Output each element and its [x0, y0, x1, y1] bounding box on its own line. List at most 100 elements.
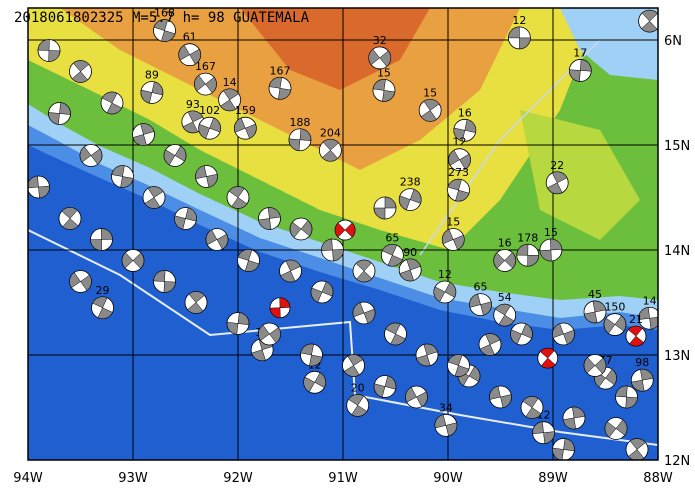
- compression-quadrant: [368, 48, 392, 67]
- compression-quadrant: [28, 175, 50, 199]
- focal-mechanism: 167: [268, 64, 292, 100]
- compression-quadrant: [381, 244, 403, 267]
- compression-quadrant: [174, 207, 197, 230]
- compression-quadrant: [510, 323, 533, 345]
- compression-quadrant: [37, 39, 61, 62]
- compression-quadrant: [453, 119, 477, 142]
- focal-mechanism: 167: [194, 60, 217, 96]
- focal-mechanism: [334, 219, 356, 241]
- compression-quadrant: [343, 354, 364, 377]
- focal-mechanism: [142, 186, 166, 209]
- compression-quadrant: [479, 333, 501, 356]
- focal-mechanism: 273: [447, 166, 470, 202]
- focal-mechanism: [447, 354, 470, 377]
- x-tick-label: 94W: [13, 471, 43, 486]
- compression-quadrant: [321, 238, 344, 262]
- compression-quadrant: [92, 296, 113, 319]
- depth-label: 238: [400, 176, 421, 189]
- compression-quadrant: [583, 300, 607, 324]
- focal-mechanism: [79, 144, 103, 167]
- compression-quadrant: [638, 307, 658, 330]
- compression-quadrant: [552, 438, 575, 460]
- focal-mechanism: 159: [233, 104, 257, 140]
- x-tick-label: 91W: [328, 471, 358, 486]
- focal-mechanism: 77: [594, 354, 617, 390]
- compression-quadrant: [348, 394, 368, 417]
- focal-mechanism: 12: [508, 14, 531, 50]
- focal-mechanism: 16: [453, 106, 477, 142]
- focal-mechanism: 102: [198, 104, 222, 140]
- compression-quadrant: [195, 165, 218, 188]
- depth-label: 20: [351, 381, 365, 394]
- compression-quadrant: [416, 343, 438, 367]
- y-tick-label: 12N: [664, 454, 690, 469]
- focal-mechanism: 168: [153, 8, 176, 42]
- title: 2018061802325 M=5.7 h= 98 GUATEMALA: [14, 10, 310, 26]
- focal-mechanism: [583, 354, 607, 377]
- focal-mechanism: [28, 175, 50, 199]
- focal-mechanism: [237, 249, 260, 272]
- focal-mechanism: [562, 406, 586, 430]
- focal-mechanism: 32: [368, 34, 392, 70]
- focal-mechanism: [342, 354, 365, 377]
- compression-quadrant: [194, 75, 217, 94]
- compression-quadrant: [373, 375, 397, 398]
- depth-label: 14: [223, 76, 237, 89]
- depth-label: 12: [453, 136, 467, 149]
- compression-quadrant: [220, 88, 240, 112]
- compression-quadrant: [373, 196, 397, 220]
- compression-quadrant: [288, 128, 312, 151]
- focal-mechanism: [321, 238, 344, 262]
- depth-label: 102: [199, 104, 220, 117]
- depth-label: 61: [183, 31, 197, 44]
- compression-quadrant: [300, 343, 323, 367]
- focal-mechanism: [552, 438, 575, 460]
- compression-quadrant: [628, 438, 646, 460]
- focal-mechanism: 54: [493, 291, 517, 327]
- focal-mechanism: [90, 228, 113, 251]
- depth-label: 167: [195, 60, 216, 73]
- compression-quadrant: [226, 312, 250, 335]
- focal-mechanism: 22: [545, 159, 569, 195]
- compression-quadrant: [258, 324, 281, 344]
- depth-label: 17: [573, 46, 587, 59]
- compression-quadrant: [280, 259, 301, 283]
- compression-quadrant: [405, 386, 428, 408]
- focal-mechanism: 15: [418, 86, 442, 122]
- focal-mechanism: 188: [288, 116, 312, 152]
- compression-quadrant: [144, 186, 164, 209]
- compression-quadrant: [442, 229, 465, 250]
- focal-mechanism: [37, 39, 61, 62]
- y-tick-label: 15N: [664, 139, 690, 154]
- compression-quadrant: [372, 79, 396, 102]
- compression-quadrant: [153, 270, 176, 293]
- compression-quadrant: [603, 315, 627, 334]
- depth-label: 16: [458, 106, 472, 119]
- compression-quadrant: [234, 117, 257, 139]
- focal-mechanism: [258, 207, 281, 230]
- depth-label: 12: [512, 14, 526, 27]
- compression-quadrant: [111, 165, 134, 188]
- compression-quadrant: [433, 281, 457, 303]
- compression-quadrant: [631, 368, 654, 392]
- focal-mechanism: 98: [630, 356, 654, 392]
- compression-quadrant: [121, 252, 145, 269]
- compression-quadrant: [48, 102, 71, 125]
- compression-quadrant: [268, 77, 292, 100]
- compression-quadrant: [385, 322, 406, 346]
- frame: [27, 7, 659, 461]
- compression-quadrant: [539, 238, 563, 262]
- focal-mechanism: [405, 385, 428, 409]
- focal-mechanism: [300, 343, 323, 367]
- compression-quadrant: [334, 222, 356, 238]
- focal-mechanism: [58, 207, 82, 230]
- focal-mechanism: [352, 301, 376, 325]
- focal-mechanism: 12: [448, 136, 471, 172]
- focal-mechanism: [132, 123, 155, 146]
- focal-mechanism: [269, 297, 291, 319]
- focal-mechanism: 12: [532, 409, 555, 445]
- compression-quadrant: [79, 146, 103, 165]
- compression-quadrant: [516, 244, 540, 267]
- depth-label: 65: [385, 231, 399, 244]
